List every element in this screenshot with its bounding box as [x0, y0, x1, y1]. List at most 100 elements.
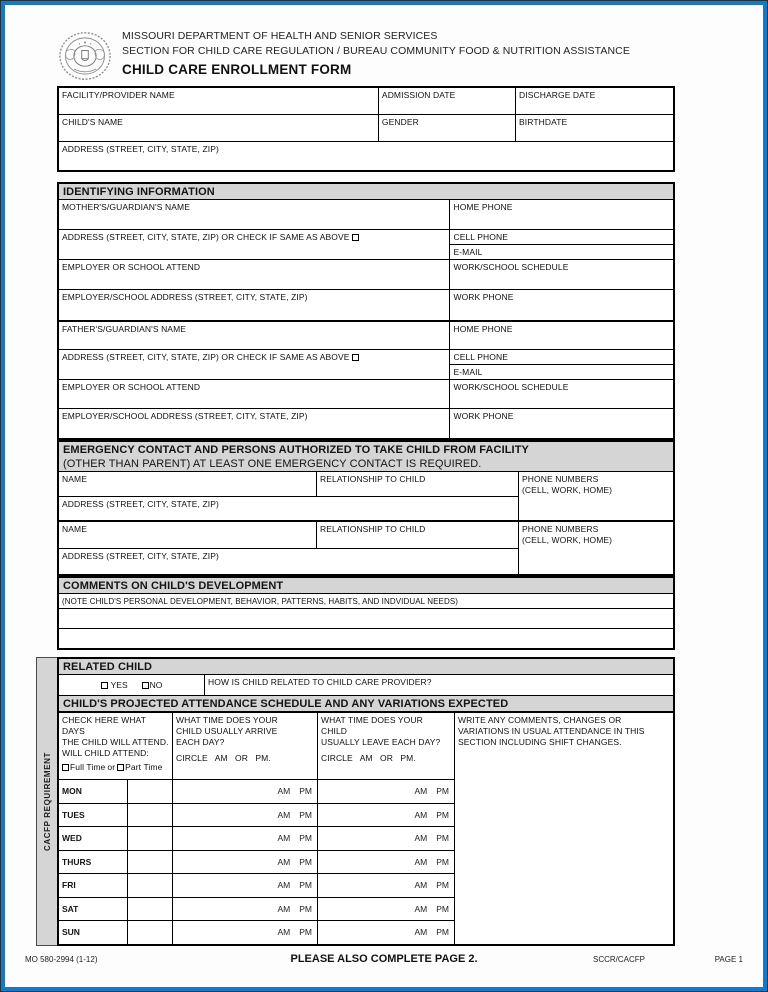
birthdate-field[interactable]: BIRTHDATE	[515, 115, 673, 141]
sun-leave-field[interactable]: AM PM	[317, 920, 454, 944]
mother-address-field[interactable]: ADDRESS (STREET, CITY, STATE, ZIP) OR CH…	[59, 230, 449, 259]
father-schedule-field[interactable]: WORK/SCHOOL SCHEDULE	[449, 380, 673, 408]
am-option[interactable]: AM	[414, 880, 428, 891]
attendance-comments-field[interactable]: WRITE ANY COMMENTS, CHANGES OR VARIATION…	[454, 713, 677, 944]
related-question-field[interactable]: HOW IS CHILD RELATED TO CHILD CARE PROVI…	[204, 675, 673, 695]
pm-option[interactable]: PM	[299, 927, 312, 938]
mon-attend-checkbox-cell[interactable]	[127, 779, 172, 803]
contact2-relationship-field[interactable]: RELATIONSHIP TO CHILD	[316, 522, 518, 548]
father-employer-address-field[interactable]: EMPLOYER/SCHOOL ADDRESS (STREET, CITY, S…	[59, 409, 449, 438]
am-option[interactable]: AM	[414, 927, 428, 938]
fri-leave-field[interactable]: AM PM	[317, 873, 454, 897]
same-as-above-checkbox[interactable]	[351, 354, 359, 361]
am-option[interactable]: AM	[277, 809, 291, 820]
am-option[interactable]: AM	[414, 833, 428, 844]
day-label-thurs: THURS	[59, 849, 127, 874]
mother-cell-phone-field[interactable]: CELL PHONE	[450, 230, 673, 244]
fulltime-parttime-row: Full Time or Part Time	[59, 760, 172, 773]
father-employer-field[interactable]: EMPLOYER OR SCHOOL ATTEND	[59, 380, 449, 408]
mon-leave-field[interactable]: AM PM	[317, 779, 454, 803]
father-home-phone-field[interactable]: HOME PHONE	[449, 322, 673, 349]
pm-option[interactable]: PM	[299, 903, 312, 914]
contact2-phone-field[interactable]: PHONE NUMBERS (CELL, WORK, HOME)	[518, 522, 673, 574]
pm-option[interactable]: PM	[299, 856, 312, 867]
mother-name-field[interactable]: MOTHER'S/GUARDIAN'S NAME	[59, 200, 449, 229]
same-as-above-checkbox[interactable]	[351, 234, 359, 241]
mother-work-phone-field[interactable]: WORK PHONE	[449, 290, 673, 320]
sat-leave-field[interactable]: AM PM	[317, 896, 454, 920]
mother-employer-field[interactable]: EMPLOYER OR SCHOOL ATTEND	[59, 260, 449, 289]
contact1-phone-field[interactable]: PHONE NUMBERS (CELL, WORK, HOME)	[518, 472, 673, 520]
pm-option[interactable]: PM	[436, 856, 449, 867]
child-address-field[interactable]: ADDRESS (STREET, CITY, STATE, ZIP)	[59, 142, 673, 170]
pm-option[interactable]: PM	[436, 903, 449, 914]
tues-arrive-field[interactable]: AM PM	[172, 802, 317, 826]
am-option[interactable]: AM	[277, 833, 291, 844]
wed-attend-checkbox-cell[interactable]	[127, 826, 172, 850]
facility-name-field[interactable]: FACILITY/PROVIDER NAME	[59, 88, 378, 114]
mother-employer-address-field[interactable]: EMPLOYER/SCHOOL ADDRESS (STREET, CITY, S…	[59, 290, 449, 320]
fri-attend-checkbox-cell[interactable]	[127, 873, 172, 897]
am-option[interactable]: AM	[277, 903, 291, 914]
contact2-relationship-label: RELATIONSHIP TO CHILD	[320, 524, 426, 534]
fri-arrive-field[interactable]: AM PM	[172, 873, 317, 897]
thurs-leave-field[interactable]: AM PM	[317, 849, 454, 873]
pm-option[interactable]: PM	[299, 809, 312, 820]
contact2-address-field[interactable]: ADDRESS (STREET, CITY, STATE, ZIP)	[59, 549, 518, 574]
am-option[interactable]: AM	[277, 786, 291, 797]
mon-arrive-field[interactable]: AM PM	[172, 779, 317, 803]
discharge-date-field[interactable]: DISCHARGE DATE	[515, 88, 673, 114]
pm-option[interactable]: PM	[436, 880, 449, 891]
am-option[interactable]: AM	[414, 809, 428, 820]
pm-option[interactable]: PM	[299, 880, 312, 891]
pm-option[interactable]: PM	[436, 809, 449, 820]
admission-date-field[interactable]: ADMISSION DATE	[377, 88, 515, 114]
contact1-name-field[interactable]: NAME	[59, 472, 316, 496]
father-cell-phone-field[interactable]: CELL PHONE	[450, 350, 673, 364]
wed-arrive-field[interactable]: AM PM	[172, 826, 317, 850]
am-option[interactable]: AM	[414, 856, 428, 867]
tues-attend-checkbox-cell[interactable]	[127, 802, 172, 826]
wed-leave-field[interactable]: AM PM	[317, 826, 454, 850]
comments-write-line-1[interactable]	[59, 609, 673, 628]
pm-option[interactable]: PM	[436, 927, 449, 938]
child-name-field[interactable]: CHILD'S NAME	[59, 115, 378, 141]
father-email-field[interactable]: E-MAIL	[450, 364, 673, 379]
pm-option[interactable]: PM	[436, 833, 449, 844]
father-address-field[interactable]: ADDRESS (STREET, CITY, STATE, ZIP) OR CH…	[59, 350, 449, 379]
attendance-col2-header: WHAT TIME DOES YOUR CHILD USUALLY ARRIVE…	[172, 713, 317, 779]
gender-field[interactable]: GENDER	[377, 115, 515, 141]
pm-option[interactable]: PM	[436, 786, 449, 797]
am-option[interactable]: AM	[277, 856, 291, 867]
father-name-field[interactable]: FATHER'S/GUARDIAN'S NAME	[59, 322, 449, 349]
thurs-arrive-field[interactable]: AM PM	[172, 849, 317, 873]
mother-schedule-field[interactable]: WORK/SCHOOL SCHEDULE	[449, 260, 673, 289]
pm-option[interactable]: PM	[299, 786, 312, 797]
attendance-section-title: CHILD'S PROJECTED ATTENDANCE SCHEDULE AN…	[59, 695, 673, 712]
yes-checkbox[interactable]	[100, 681, 108, 689]
sat-arrive-field[interactable]: AM PM	[172, 896, 317, 920]
missouri-seal-logo	[59, 32, 111, 80]
pm-option[interactable]: PM	[299, 833, 312, 844]
thurs-attend-checkbox-cell[interactable]	[127, 849, 172, 873]
day-label-fri: FRI	[59, 873, 127, 897]
contact2-name-field[interactable]: NAME	[59, 522, 316, 548]
part-time-checkbox[interactable]	[117, 764, 125, 771]
sun-attend-checkbox-cell[interactable]	[127, 920, 172, 944]
mother-home-phone-field[interactable]: HOME PHONE	[449, 200, 673, 229]
am-option[interactable]: AM	[277, 880, 291, 891]
sun-arrive-field[interactable]: AM PM	[172, 920, 317, 944]
am-option[interactable]: AM	[414, 786, 428, 797]
tues-leave-field[interactable]: AM PM	[317, 802, 454, 826]
no-checkbox[interactable]	[141, 681, 149, 689]
am-option[interactable]: AM	[414, 903, 428, 914]
attendance-col1-text: CHECK HERE WHAT DAYS THE CHILD WILL ATTE…	[62, 715, 169, 758]
comments-write-line-2[interactable]	[59, 629, 673, 648]
am-option[interactable]: AM	[277, 927, 291, 938]
contact1-relationship-field[interactable]: RELATIONSHIP TO CHILD	[316, 472, 518, 496]
sat-attend-checkbox-cell[interactable]	[127, 896, 172, 920]
father-work-phone-field[interactable]: WORK PHONE	[449, 409, 673, 438]
contact1-address-field[interactable]: ADDRESS (STREET, CITY, STATE, ZIP)	[59, 497, 518, 520]
full-time-checkbox[interactable]	[62, 764, 69, 771]
mother-email-field[interactable]: E-MAIL	[450, 244, 673, 259]
